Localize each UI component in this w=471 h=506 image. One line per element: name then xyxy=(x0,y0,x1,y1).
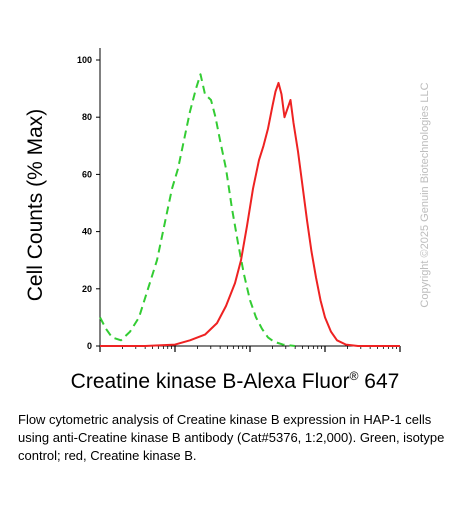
y-axis-label: Cell Counts (% Max) xyxy=(24,109,47,302)
figure-caption: Flow cytometric analysis of Creatine kin… xyxy=(18,412,445,463)
x-axis-label-sup: ® xyxy=(350,369,359,383)
histogram-chart: 0 20 40 60 80 100 Cell Counts (% Max) Creatin… xyxy=(24,48,431,393)
y-tick-label: 0 xyxy=(87,341,92,351)
isotype-control-curve xyxy=(99,73,296,347)
x-axis-label-end: 647 xyxy=(358,370,399,393)
y-tick-label: 80 xyxy=(82,112,92,122)
y-tick-label: 100 xyxy=(77,55,92,65)
y-tick-label: 60 xyxy=(82,169,92,179)
x-axis-label: Creatine kinase B-Alexa Fluor® 647 xyxy=(71,369,400,393)
y-tick-label: 20 xyxy=(82,284,92,294)
y-tick-label: 40 xyxy=(82,227,92,237)
copyright-watermark: Copyright ©2025 Genuin Biotechnologies L… xyxy=(419,82,431,307)
series-group xyxy=(99,73,400,347)
x-axis-label-main: Creatine kinase B-Alexa Fluor xyxy=(71,370,350,393)
y-ticks: 0 20 40 60 80 100 xyxy=(77,55,100,351)
creatine-kinase-b-curve xyxy=(100,81,400,347)
